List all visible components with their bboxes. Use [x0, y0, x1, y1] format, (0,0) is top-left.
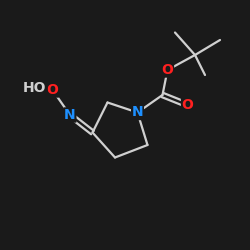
Text: O: O: [182, 98, 194, 112]
Text: N: N: [64, 108, 76, 122]
Text: HO: HO: [23, 80, 47, 94]
Text: O: O: [162, 63, 173, 77]
Text: O: O: [46, 83, 58, 97]
Text: N: N: [132, 106, 143, 120]
